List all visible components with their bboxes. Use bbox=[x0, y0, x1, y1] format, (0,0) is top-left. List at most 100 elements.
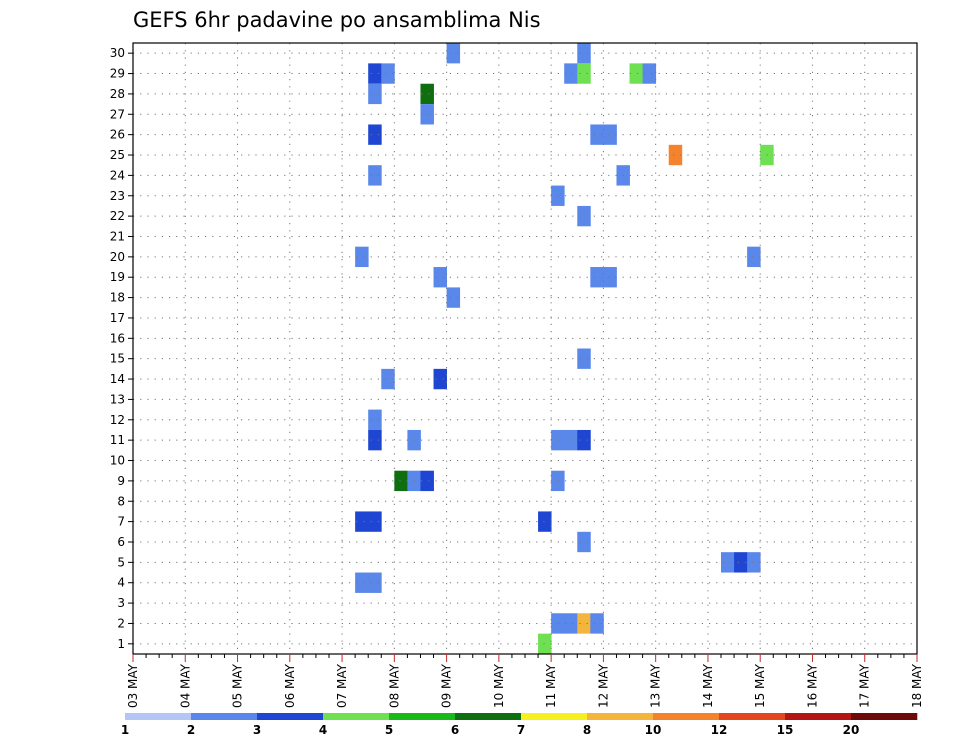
x-tick-label: 09 MAY bbox=[440, 663, 454, 708]
colorbar-segment bbox=[521, 713, 588, 720]
heatmap-cell bbox=[668, 144, 683, 166]
x-tick-label: 11 MAY bbox=[544, 663, 558, 708]
y-tick-label: 12 bbox=[110, 413, 125, 427]
colorbar-segment bbox=[851, 713, 918, 720]
colorbar-label: 20 bbox=[843, 723, 860, 737]
y-tick-label: 2 bbox=[117, 616, 125, 630]
x-tick-label: 17 MAY bbox=[858, 663, 872, 708]
heatmap-cell bbox=[577, 348, 591, 369]
x-tick-label: 18 MAY bbox=[910, 663, 924, 708]
colorbar-label: 1 bbox=[121, 723, 129, 737]
y-tick-label: 23 bbox=[110, 189, 125, 203]
colorbar-label: 6 bbox=[451, 723, 459, 737]
y-tick-label: 18 bbox=[110, 291, 125, 305]
colorbar-label: 8 bbox=[583, 723, 591, 737]
y-tick-label: 17 bbox=[110, 311, 125, 325]
chart-title: GEFS 6hr padavine po ansamblima Nis bbox=[133, 8, 541, 32]
heatmap-cell bbox=[642, 63, 657, 84]
y-tick-label: 10 bbox=[110, 454, 125, 468]
x-tick-label: 06 MAY bbox=[283, 663, 297, 708]
heatmap-cell bbox=[355, 572, 369, 593]
x-tick-label: 03 MAY bbox=[126, 663, 140, 708]
colorbar-label: 7 bbox=[517, 723, 525, 737]
heatmap-cell bbox=[433, 368, 447, 390]
heatmap-cell bbox=[564, 429, 578, 451]
heatmap-cell bbox=[368, 511, 382, 532]
x-tick-label: 12 MAY bbox=[596, 663, 610, 708]
colorbar-label: 10 bbox=[645, 723, 662, 737]
y-tick-label: 3 bbox=[117, 596, 125, 610]
y-tick-label: 26 bbox=[110, 128, 125, 142]
heatmap-cell bbox=[381, 63, 395, 84]
y-tick-label: 9 bbox=[117, 474, 125, 488]
colorbar: 1 2 3 4 5 6 7 8 10 12 15 20 bbox=[121, 713, 918, 737]
heatmap-cell bbox=[564, 613, 578, 634]
heatmap-cell bbox=[420, 104, 434, 125]
heatmap-cell bbox=[721, 552, 735, 573]
colorbar-segment bbox=[191, 713, 258, 720]
heatmap-cell bbox=[368, 409, 382, 430]
colorbar-label: 2 bbox=[187, 723, 195, 737]
y-tick-label: 13 bbox=[110, 392, 125, 406]
y-tick-label: 22 bbox=[110, 209, 125, 223]
heatmap-cell bbox=[577, 205, 591, 227]
heatmap-cell bbox=[590, 124, 604, 145]
colorbar-segment bbox=[323, 713, 390, 720]
plot-frame bbox=[132, 42, 918, 655]
y-tick-label: 25 bbox=[110, 148, 125, 162]
y-tick-label: 14 bbox=[110, 372, 125, 386]
y-tick-label: 30 bbox=[110, 46, 125, 60]
heatmap-cell bbox=[538, 633, 552, 654]
heatmap-cell bbox=[420, 83, 434, 105]
heatmap-cell bbox=[577, 531, 591, 553]
x-tick-label: 14 MAY bbox=[701, 663, 715, 708]
x-tick-label: 08 MAY bbox=[387, 663, 401, 708]
heatmap-cell bbox=[368, 572, 382, 593]
heatmap-cell bbox=[538, 511, 552, 532]
heatmap-cell bbox=[603, 124, 617, 145]
heatmap-cell bbox=[747, 552, 761, 573]
y-tick-label: 1 bbox=[117, 637, 125, 651]
grid-lines bbox=[133, 43, 917, 654]
y-tick-label: 5 bbox=[117, 555, 125, 569]
y-tick-label: 24 bbox=[110, 168, 125, 182]
heatmap-cell bbox=[433, 267, 447, 288]
colorbar-label: 12 bbox=[711, 723, 728, 737]
y-tick-label: 28 bbox=[110, 87, 125, 101]
x-tick-label: 15 MAY bbox=[753, 663, 767, 708]
colorbar-segment bbox=[785, 713, 852, 720]
y-tick-label: 21 bbox=[110, 229, 125, 243]
y-tick-label: 27 bbox=[110, 107, 125, 121]
heatmap-cell bbox=[368, 165, 382, 186]
heatmap-cell bbox=[368, 429, 382, 451]
x-tick-label: 13 MAY bbox=[649, 663, 663, 708]
heatmap-cell bbox=[446, 287, 461, 308]
heatmap-cell bbox=[381, 368, 395, 390]
heatmap-cells bbox=[355, 43, 774, 654]
y-tick-label: 6 bbox=[117, 535, 125, 549]
heatmap-cell bbox=[577, 429, 591, 451]
heatmap-cell bbox=[577, 43, 591, 64]
heatmap-cell bbox=[747, 246, 761, 268]
heatmap-cell bbox=[355, 511, 369, 532]
y-tick-label: 20 bbox=[110, 250, 125, 264]
y-tick-label: 29 bbox=[110, 67, 125, 81]
y-axis: 1234567891011121314151617181920212223242… bbox=[110, 46, 133, 651]
y-tick-label: 4 bbox=[117, 576, 125, 590]
heatmap-cell bbox=[368, 63, 382, 84]
colorbar-segment bbox=[125, 713, 192, 720]
x-tick-label: 10 MAY bbox=[492, 663, 506, 708]
y-tick-label: 15 bbox=[110, 352, 125, 366]
y-tick-label: 11 bbox=[110, 433, 125, 447]
heatmap-cell bbox=[590, 267, 604, 288]
colorbar-segment bbox=[455, 713, 522, 720]
heatmap-cell bbox=[734, 552, 748, 573]
x-tick-label: 04 MAY bbox=[178, 663, 192, 708]
heatmap-cell bbox=[368, 124, 382, 145]
x-tick-label: 07 MAY bbox=[335, 663, 349, 708]
colorbar-segment bbox=[587, 713, 654, 720]
colorbar-segment bbox=[389, 713, 456, 720]
x-tick-label: 05 MAY bbox=[231, 663, 245, 708]
heatmap-cell bbox=[564, 63, 578, 84]
